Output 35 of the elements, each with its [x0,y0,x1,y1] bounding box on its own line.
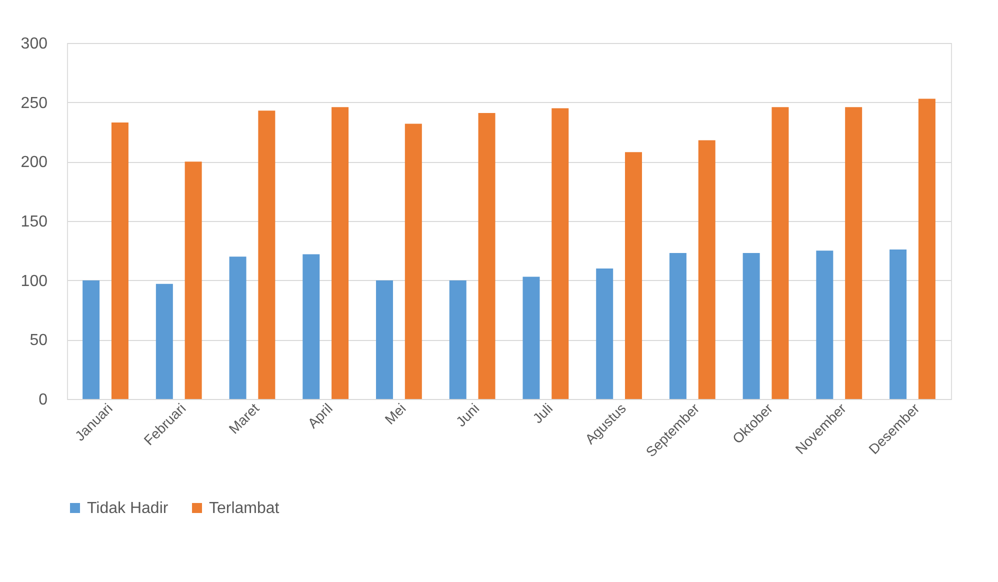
bar [82,280,100,399]
bar [156,284,173,399]
bar [111,122,128,399]
y-tick-label: 150 [20,214,48,230]
bar [376,280,394,399]
y-tick-label: 100 [20,272,48,290]
y-tick-label: 250 [20,94,48,112]
legend-label: Terlambat [209,500,280,517]
y-tick-label: 200 [20,154,48,172]
x-tick-label: Juli [529,400,556,426]
bar [229,256,246,399]
bar [669,253,686,399]
bar [552,108,569,399]
bar [449,280,466,399]
bar [404,124,422,399]
x-tick-label: Mei [382,400,409,428]
bar [772,107,789,399]
bar [742,253,760,399]
bar [522,276,540,399]
y-tick-label: 0 [38,392,48,408]
bar [698,140,716,399]
bar [478,113,496,399]
bar [816,250,834,399]
y-tick-label: 50 [30,332,48,350]
bar [184,162,202,399]
bar [332,107,349,399]
bar [890,249,907,399]
bar [845,107,862,399]
bar [258,110,276,399]
bar [596,268,614,399]
y-tick-label: 300 [20,36,48,52]
bar [624,152,642,399]
bar [918,98,936,399]
legend-label: Tidak Hadir [87,500,169,517]
bar [302,254,320,399]
